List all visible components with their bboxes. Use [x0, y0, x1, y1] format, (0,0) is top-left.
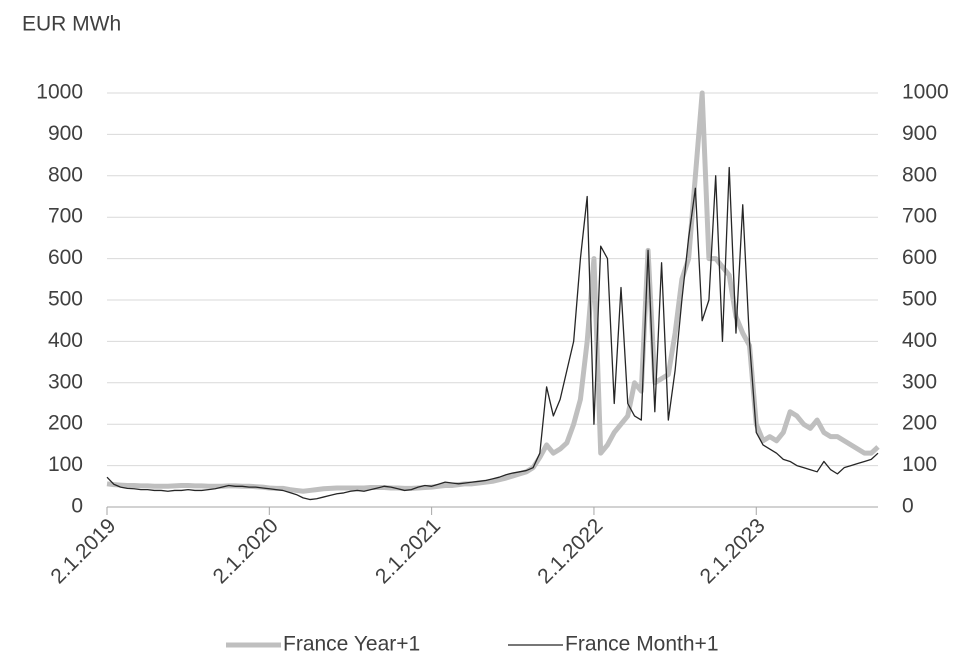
y2-tick-label: 200: [902, 412, 937, 435]
y2-tick-label: 0: [902, 495, 914, 518]
x-tick-label: 2.1.2020: [209, 514, 283, 588]
y-tick-label: 900: [48, 122, 83, 145]
y-tick-label: 600: [48, 246, 83, 269]
series-line: [106, 90, 880, 494]
y-tick-label: 700: [48, 205, 83, 228]
y-tick-label: 800: [48, 163, 83, 186]
y-tick-label: 400: [48, 329, 83, 352]
y2-tick-label: 400: [902, 329, 937, 352]
y2-tick-label: 700: [902, 205, 937, 228]
y-tick-label: 500: [48, 288, 83, 311]
y-tick-label: 200: [48, 412, 83, 435]
y-tick-label: 300: [48, 370, 83, 393]
y-tick-label: 1000: [36, 81, 83, 104]
legend-label: France Month+1: [565, 633, 719, 656]
chart-title: EUR MWh: [22, 13, 121, 36]
series-line: [106, 166, 879, 501]
x-tick-label: 2.1.2019: [46, 514, 120, 588]
x-tick-label: 2.1.2023: [696, 514, 770, 588]
legend-label: France Year+1: [283, 633, 420, 656]
y2-tick-label: 800: [902, 163, 937, 186]
y2-tick-label: 500: [902, 288, 937, 311]
y2-tick-label: 900: [902, 122, 937, 145]
y2-tick-label: 300: [902, 370, 937, 393]
x-tick-label: 2.1.2021: [371, 514, 445, 588]
y-tick-label: 0: [71, 495, 83, 518]
y2-tick-label: 100: [902, 453, 937, 476]
y2-tick-label: 1000: [902, 81, 949, 104]
x-tick-label: 2.1.2022: [533, 514, 607, 588]
y2-tick-label: 600: [902, 246, 937, 269]
y-tick-label: 100: [48, 453, 83, 476]
